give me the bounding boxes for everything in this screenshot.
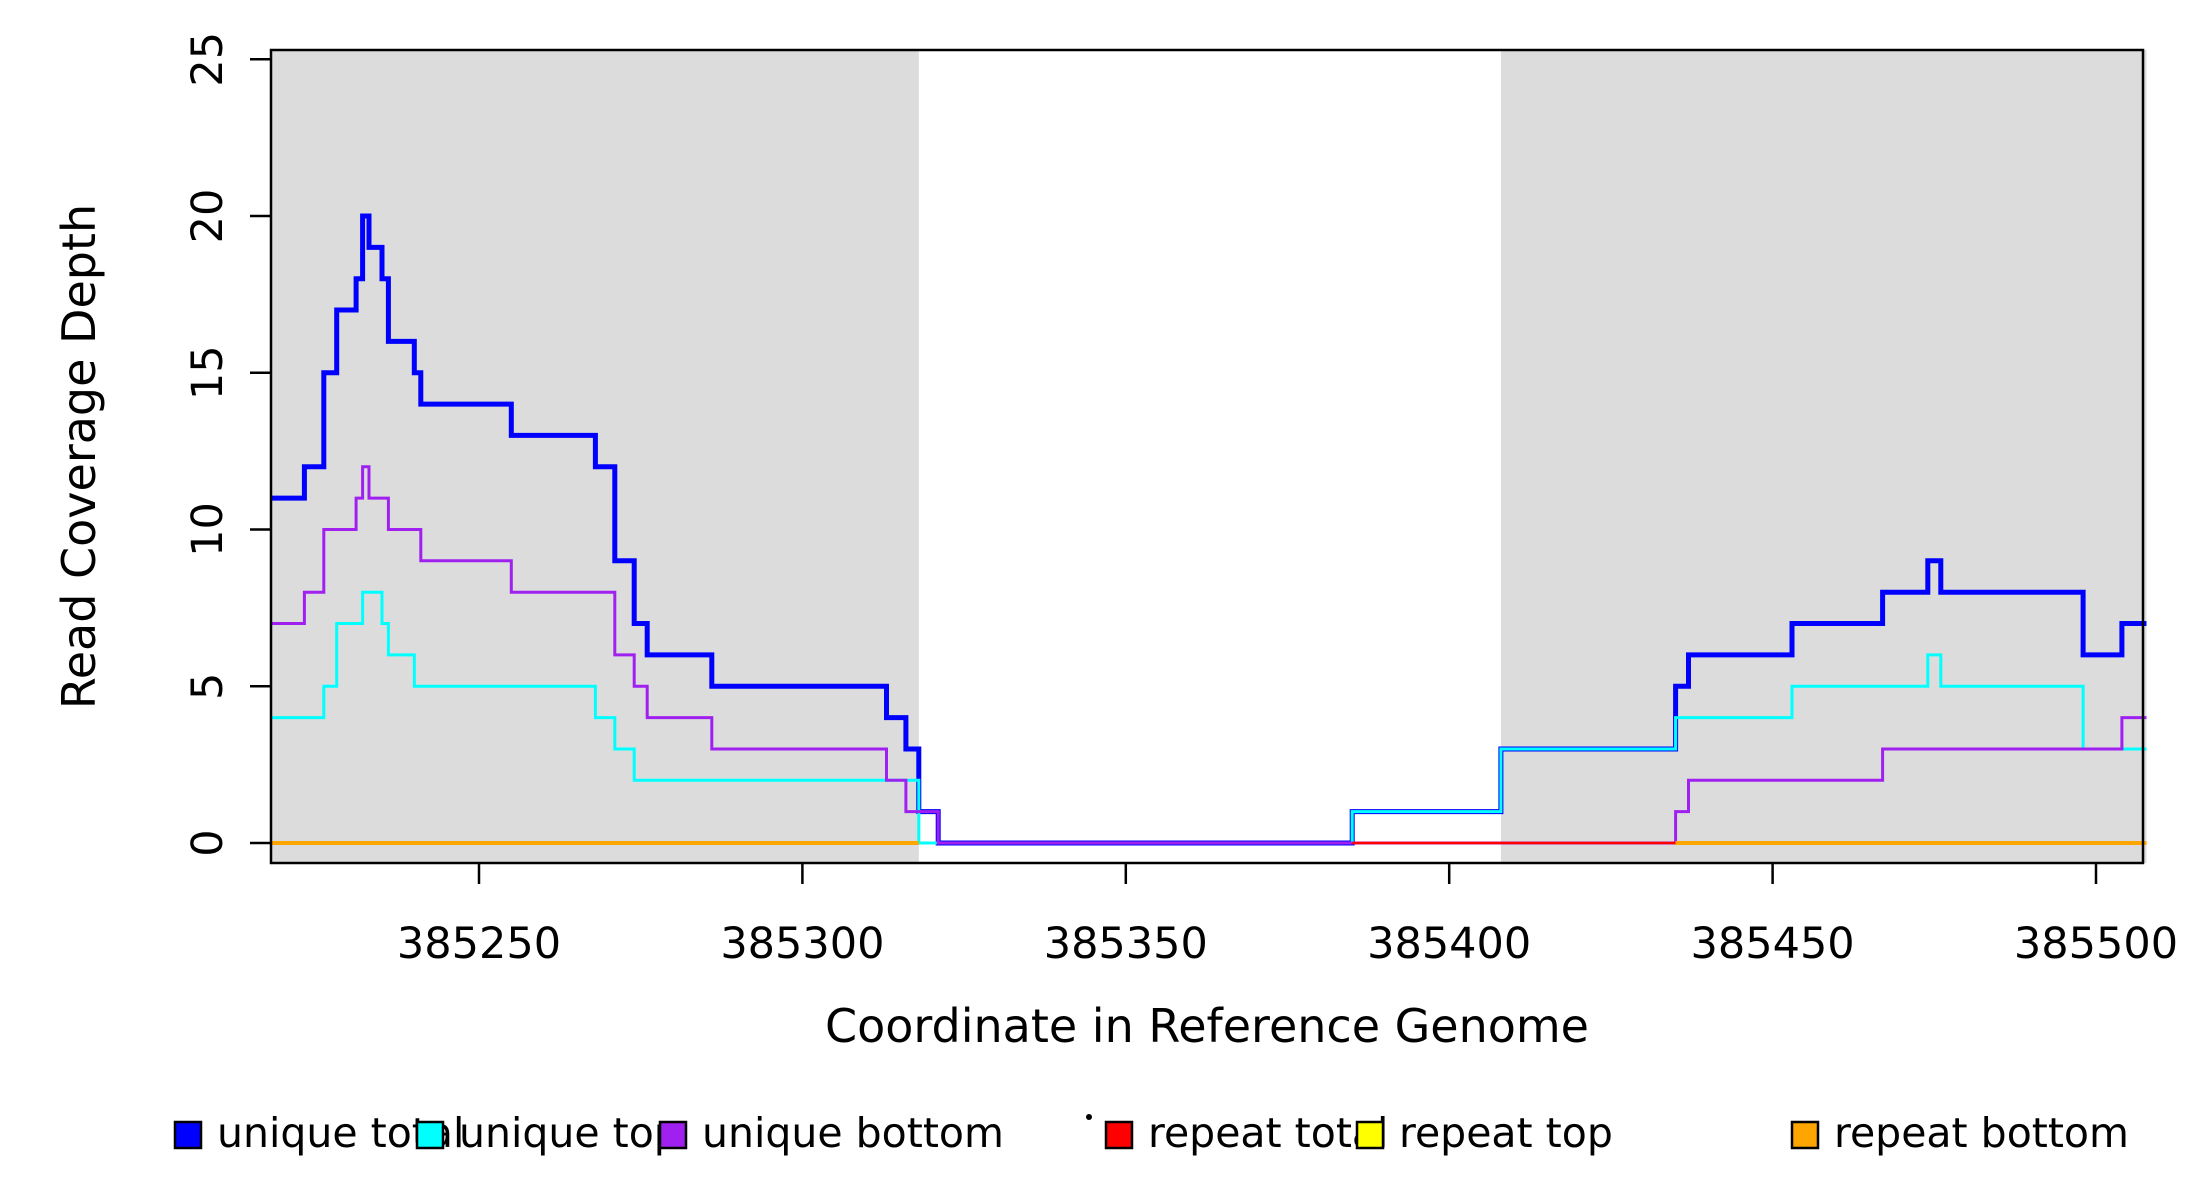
x-tick-label: 385300 xyxy=(720,919,884,969)
x-axis-title: Coordinate in Reference Genome xyxy=(825,999,1589,1053)
legend-item-unique-top: unique top xyxy=(415,1109,680,1157)
x-tick-label: 385400 xyxy=(1367,919,1531,969)
legend-swatch xyxy=(415,1120,445,1150)
x-tick-label: 385250 xyxy=(397,919,561,969)
legend-item-repeat-total: repeat total xyxy=(1104,1109,1388,1157)
legend-item-repeat-bottom: repeat bottom xyxy=(1790,1109,2129,1157)
legend-label: unique top xyxy=(459,1109,680,1157)
legend-label: unique bottom xyxy=(702,1109,1004,1157)
y-tick-label: 5 xyxy=(183,673,233,700)
legend-item-unique-bottom: unique bottom xyxy=(658,1109,1004,1157)
y-axis-title: Read Coverage Depth xyxy=(52,204,106,709)
stray-dot xyxy=(1086,1114,1092,1120)
series-lines xyxy=(270,213,2147,846)
y-tick-label: 0 xyxy=(183,829,233,856)
legend-label: repeat bottom xyxy=(1834,1109,2129,1157)
legend-swatch xyxy=(1355,1120,1385,1150)
legend-swatch xyxy=(173,1120,203,1150)
series-unique-top xyxy=(270,590,2147,845)
legend-label: repeat top xyxy=(1399,1109,1613,1157)
shaded-regions xyxy=(270,50,2147,863)
y-tick-label: 10 xyxy=(183,502,233,557)
series-unique-bottom xyxy=(270,465,2147,845)
x-axis: 385250 385300 385350 385400 385450 385500 xyxy=(397,863,2178,969)
y-axis: 0 5 10 15 20 25 xyxy=(183,32,271,857)
plot-border xyxy=(269,48,2145,865)
right-gray-band xyxy=(1500,50,2147,863)
y-tick-label: 15 xyxy=(183,345,233,400)
legend-item-repeat-top: repeat top xyxy=(1355,1109,1613,1157)
x-tick-label: 385450 xyxy=(1691,919,1855,969)
legend-swatch xyxy=(658,1120,688,1150)
series-unique-total xyxy=(270,213,2147,846)
x-tick-label: 385350 xyxy=(1044,919,1208,969)
x-tick-label: 385500 xyxy=(2014,919,2178,969)
legend-swatch xyxy=(1104,1120,1134,1150)
legend-swatch xyxy=(1790,1120,1820,1150)
legend-label: repeat total xyxy=(1148,1109,1388,1157)
y-tick-label: 25 xyxy=(183,32,233,87)
y-tick-label: 20 xyxy=(183,189,233,244)
